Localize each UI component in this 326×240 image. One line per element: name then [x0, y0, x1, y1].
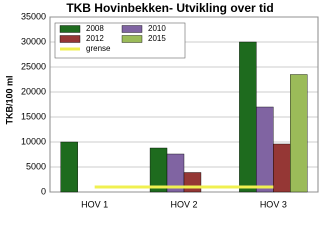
- legend-label: 2012: [86, 34, 104, 43]
- bar: [183, 172, 202, 193]
- bar: [239, 41, 257, 193]
- legend-label: 2008: [86, 24, 104, 33]
- y-tick-label: 5000: [26, 161, 46, 171]
- bar: [60, 141, 78, 193]
- y-tick-label: 10000: [21, 136, 46, 146]
- y-tick-label: 30000: [21, 36, 46, 46]
- bar: [149, 147, 168, 193]
- legend-swatch: [59, 25, 81, 33]
- bar: [290, 74, 308, 193]
- x-tick-label: HOV 1: [81, 199, 108, 209]
- y-tick-label: 35000: [21, 11, 46, 21]
- chart-title: TKB Hovinbekken- Utvikling over tid: [66, 1, 273, 15]
- y-tick-label: 20000: [21, 86, 46, 96]
- y-axis-label: TKB/100 ml: [4, 75, 14, 124]
- x-tick-label: HOV 3: [260, 199, 287, 209]
- legend-swatch: [121, 25, 143, 33]
- legend-swatch: [59, 35, 81, 43]
- bar: [273, 143, 291, 193]
- bar: [256, 106, 274, 193]
- chart: TKB Hovinbekken- Utvikling over tid TKB/…: [4, 1, 319, 209]
- legend-label: 2010: [148, 24, 166, 33]
- y-tick-label: 15000: [21, 111, 46, 121]
- y-tick-label: 0: [41, 186, 46, 196]
- legend-swatch: [121, 35, 143, 43]
- y-tick-label: 25000: [21, 61, 46, 71]
- legend-label: grense: [86, 44, 111, 53]
- x-tick-label: HOV 2: [170, 199, 197, 209]
- legend-label: 2015: [148, 34, 166, 43]
